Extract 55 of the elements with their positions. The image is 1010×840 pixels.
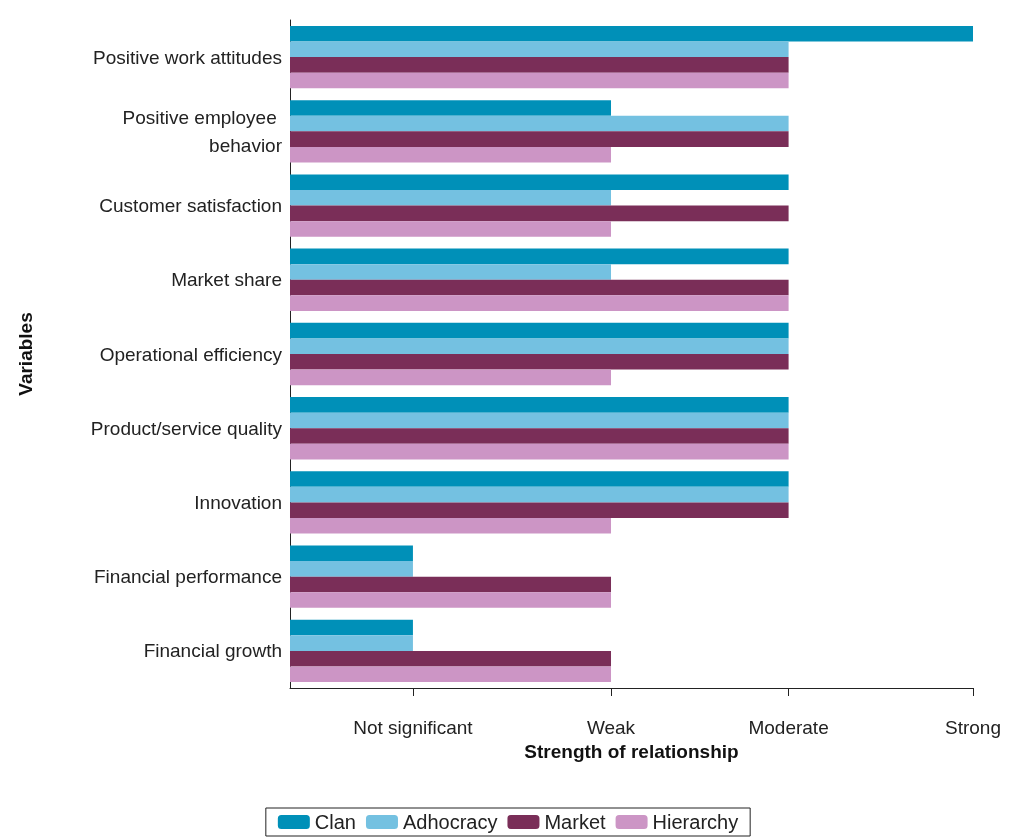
- bar: [290, 248, 789, 265]
- bar: [290, 619, 413, 636]
- bar: [290, 502, 789, 519]
- bar: [290, 221, 612, 237]
- bar: [290, 295, 789, 311]
- bar: [290, 369, 612, 386]
- bar: [290, 443, 789, 460]
- bar: [290, 322, 789, 339]
- bar: [290, 518, 612, 534]
- y-tick-label: Financial performance: [94, 566, 282, 588]
- y-tick-label: Innovation: [194, 491, 282, 513]
- bar: [290, 100, 612, 116]
- y-tick-label: Market share: [171, 269, 282, 291]
- bar: [290, 666, 612, 683]
- bar: [290, 486, 789, 503]
- y-tick-label: Customer satisfaction: [99, 195, 282, 217]
- bar: [290, 576, 612, 593]
- annotation: Weak: [586, 717, 636, 738]
- bar: [290, 592, 612, 608]
- y-tick-label: Product/service quality: [90, 417, 283, 439]
- y-tick-label: Positive work attitudes: [92, 46, 282, 68]
- bar: [290, 25, 973, 42]
- bar: [290, 279, 789, 296]
- bar: [290, 41, 789, 58]
- legend-label: Hierarchy: [652, 811, 739, 833]
- bar: [290, 545, 413, 562]
- bar: [290, 115, 789, 132]
- bar: [290, 397, 789, 413]
- bar: [290, 72, 789, 89]
- bar: [290, 57, 789, 73]
- bar: [290, 205, 789, 222]
- bar: [290, 264, 612, 280]
- bar: [290, 338, 789, 354]
- y-tick-label: Operational efficiency: [99, 343, 283, 365]
- bar: [290, 635, 413, 651]
- y-axis-title: Variables: [15, 312, 36, 396]
- bar: [290, 146, 612, 163]
- legend-label: Market: [544, 811, 607, 833]
- bar: [290, 561, 413, 577]
- bar: [290, 412, 789, 429]
- bar: [290, 471, 789, 487]
- bar: [290, 174, 789, 190]
- bar: [290, 650, 612, 667]
- bar: [290, 189, 612, 206]
- annotation: Moderate: [748, 717, 829, 738]
- bar: [290, 131, 789, 147]
- annotation: Not significant: [353, 717, 474, 738]
- x-axis-title: Strength of relationship: [524, 740, 739, 762]
- bar: [290, 354, 789, 370]
- y-tick-label: Positive employee behavior: [122, 106, 283, 156]
- bar: [290, 428, 789, 444]
- legend-label: Adhocracy: [402, 811, 498, 833]
- y-tick-label: Financial growth: [143, 640, 282, 662]
- annotation: Strong: [945, 717, 1001, 738]
- legend-label: Clan: [314, 811, 356, 833]
